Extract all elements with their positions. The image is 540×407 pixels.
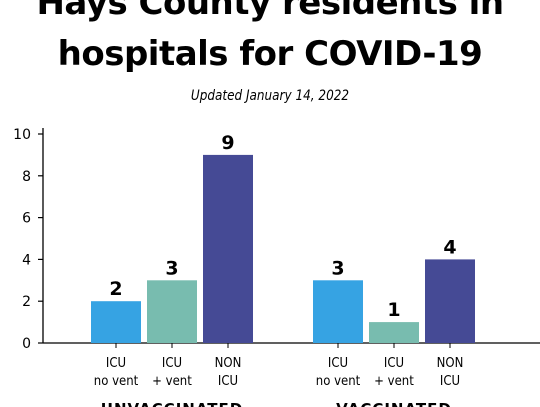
y-tick-label: 4 (22, 252, 31, 268)
y-tick-label: 6 (22, 211, 31, 227)
bar-value-label: 2 (109, 278, 122, 300)
chart-subtitle: Updated January 14, 2022 (190, 88, 350, 104)
bar (91, 301, 141, 343)
bar (147, 280, 197, 343)
y-tick-label: 10 (13, 127, 31, 143)
bar (203, 154, 253, 343)
category-label-bottom: + vent (374, 374, 414, 389)
chart-title-line-2: hospitals for COVID-19 (57, 34, 483, 74)
category-label-top: ICU (162, 356, 182, 371)
bar-value-label: 3 (331, 257, 344, 279)
category-label-top: ICU (106, 356, 126, 371)
bar (313, 280, 363, 343)
category-label-bottom: no vent (94, 374, 139, 389)
category-label-bottom: + vent (152, 374, 192, 389)
category-label-top: NON (215, 356, 242, 371)
bar-value-label: 3 (165, 257, 178, 279)
bar (369, 322, 419, 343)
group-label: VACCINATED (336, 400, 452, 407)
category-label-bottom: ICU (440, 374, 460, 389)
bar-value-label: 9 (221, 132, 234, 154)
bar (425, 259, 475, 343)
y-tick-label: 2 (22, 294, 31, 310)
y-tick-label: 8 (22, 169, 31, 185)
group-label: UNVACCINATED (101, 400, 243, 407)
y-tick-label: 0 (22, 336, 31, 352)
category-label-top: ICU (384, 356, 404, 371)
bar-value-label: 4 (443, 236, 456, 258)
category-label-top: ICU (328, 356, 348, 371)
category-label-top: NON (437, 356, 464, 371)
category-label-bottom: ICU (218, 374, 238, 389)
chart-title-line-1: Hays County residents in (36, 0, 504, 23)
category-label-bottom: no vent (316, 374, 361, 389)
bar-value-label: 1 (387, 299, 400, 321)
